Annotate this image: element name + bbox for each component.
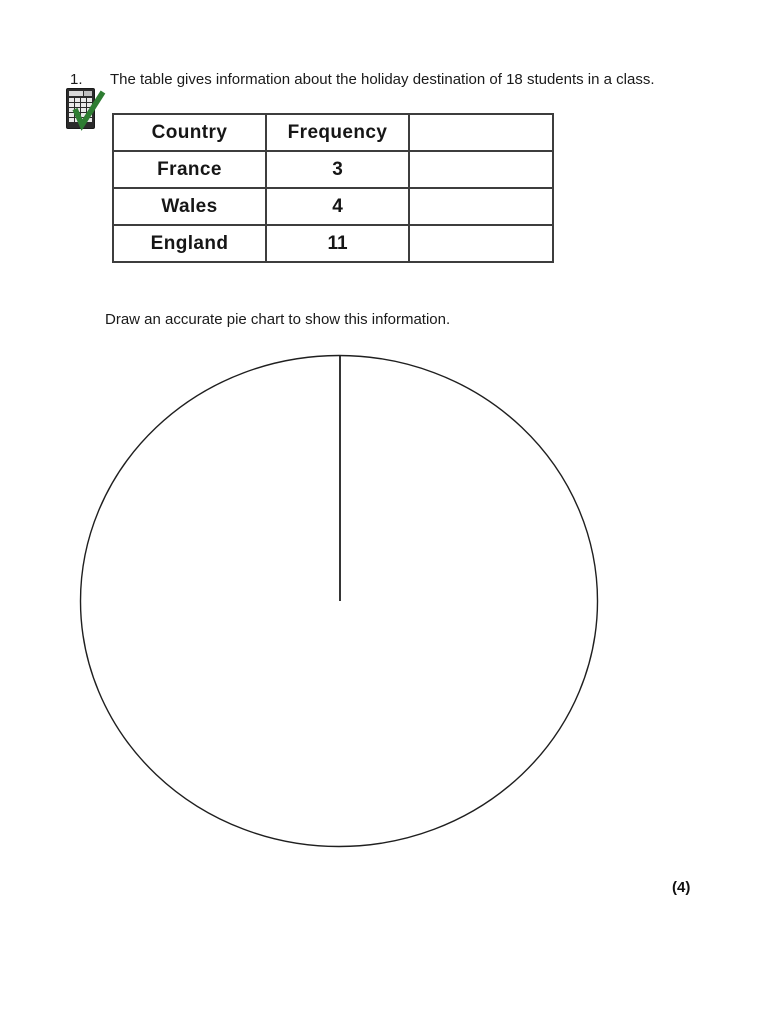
table-row: Wales 4 [112,187,554,226]
cell-country: Wales [112,187,267,226]
green-tick-icon [72,90,106,131]
cell-empty [408,187,554,226]
cell-empty [408,224,554,263]
table-header-row: Country Frequency [112,113,554,152]
cell-country: France [112,150,267,189]
cell-frequency: 4 [265,187,410,226]
marks-badge: (4) [672,879,691,896]
table-row: France 3 [112,150,554,189]
header-empty [408,113,554,152]
cell-frequency: 3 [265,150,410,189]
table-row: England 11 [112,224,554,263]
calculator-allowed-icon [64,88,108,134]
question-number: 1. [70,71,83,88]
cell-frequency: 11 [265,224,410,263]
cell-empty [408,150,554,189]
frequency-table: Country Frequency France 3 Wales 4 Engla… [112,113,554,263]
instruction-text: Draw an accurate pie chart to show this … [105,311,451,328]
question-text: The table gives information about the ho… [110,71,655,88]
header-country: Country [112,113,267,152]
blank-pie-chart [79,354,599,848]
pie-circle-outline [79,354,599,848]
cell-country: England [112,224,267,263]
header-frequency: Frequency [265,113,410,152]
